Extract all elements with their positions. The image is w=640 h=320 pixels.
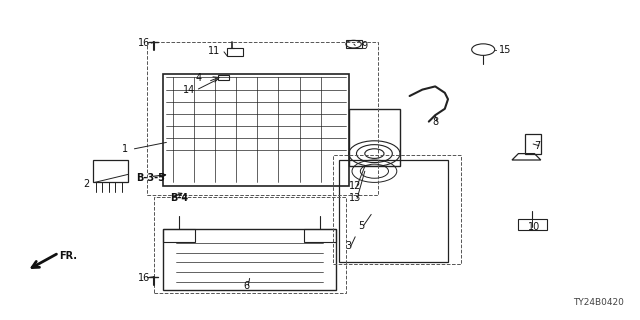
Text: 4: 4 bbox=[195, 73, 202, 84]
Bar bbox=[346, 40, 362, 48]
Text: 2: 2 bbox=[83, 179, 90, 189]
Bar bbox=[163, 229, 195, 242]
Bar bbox=[518, 219, 547, 230]
Text: 16: 16 bbox=[138, 38, 150, 48]
Text: 6: 6 bbox=[243, 281, 250, 292]
Bar bbox=[227, 48, 243, 56]
Bar bbox=[218, 75, 229, 80]
Text: 16: 16 bbox=[138, 273, 150, 284]
Bar bbox=[349, 109, 400, 166]
Text: 8: 8 bbox=[432, 116, 438, 127]
Text: 15: 15 bbox=[499, 44, 512, 55]
Text: B-4: B-4 bbox=[170, 193, 188, 204]
Bar bbox=[304, 229, 336, 242]
Bar bbox=[339, 160, 448, 262]
Text: 3: 3 bbox=[346, 241, 352, 252]
Bar bbox=[163, 229, 336, 290]
Bar bbox=[154, 197, 346, 293]
Text: 5: 5 bbox=[358, 220, 365, 231]
Bar bbox=[163, 74, 349, 186]
Text: FR.: FR. bbox=[60, 251, 77, 261]
Bar bbox=[525, 134, 541, 154]
Text: 13: 13 bbox=[349, 193, 362, 204]
Text: 14: 14 bbox=[182, 84, 195, 95]
Bar bbox=[93, 160, 128, 182]
Text: B-3-5: B-3-5 bbox=[136, 172, 165, 183]
Text: 11: 11 bbox=[208, 46, 221, 56]
Text: 10: 10 bbox=[528, 222, 541, 232]
Text: 12: 12 bbox=[349, 180, 362, 191]
Text: 1: 1 bbox=[122, 144, 128, 154]
Text: TY24B0420: TY24B0420 bbox=[573, 298, 624, 307]
Bar bbox=[147, 42, 378, 195]
Bar bbox=[333, 155, 461, 264]
Text: 7: 7 bbox=[534, 140, 541, 151]
Text: 9: 9 bbox=[362, 41, 368, 52]
